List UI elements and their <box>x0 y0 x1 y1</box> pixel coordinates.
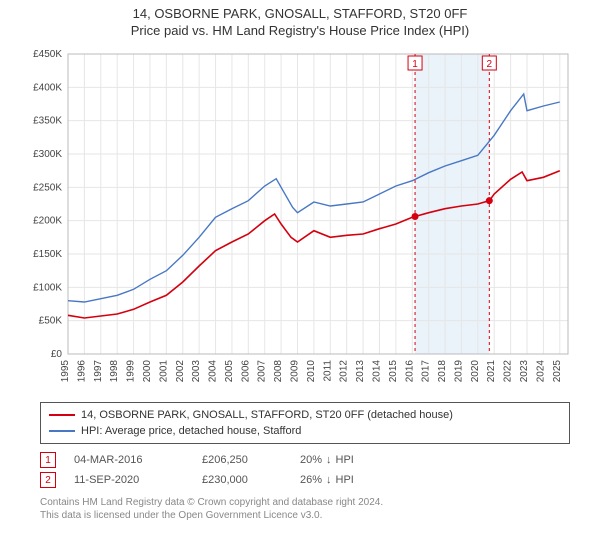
event-marker-1: 1 <box>40 452 56 468</box>
event-row-2: 2 11-SEP-2020 £230,000 26% ↓ HPI <box>40 470 570 490</box>
events-table: 1 04-MAR-2016 £206,250 20% ↓ HPI 2 11-SE… <box>40 450 570 490</box>
svg-text:2016: 2016 <box>404 360 415 383</box>
svg-text:2006: 2006 <box>240 360 251 383</box>
svg-text:2000: 2000 <box>142 360 153 383</box>
svg-text:£450K: £450K <box>33 49 62 60</box>
svg-text:1997: 1997 <box>93 360 104 383</box>
svg-text:2025: 2025 <box>552 360 563 383</box>
svg-text:2024: 2024 <box>535 360 546 383</box>
event-marker-2: 2 <box>40 472 56 488</box>
svg-text:2011: 2011 <box>322 360 333 382</box>
legend-item-property: 14, OSBORNE PARK, GNOSALL, STAFFORD, ST2… <box>49 407 561 423</box>
chart-subtitle: Price paid vs. HM Land Registry's House … <box>10 23 590 38</box>
svg-text:1: 1 <box>412 59 418 70</box>
footer-line-1: Contains HM Land Registry data © Crown c… <box>40 496 570 509</box>
event-date-1: 04-MAR-2016 <box>74 454 184 466</box>
line-chart-svg: £0 £50K £100K £150K £200K £250K £300K £350K £400… <box>20 44 580 394</box>
svg-text:2017: 2017 <box>421 360 432 383</box>
chart-title-address: 14, OSBORNE PARK, GNOSALL, STAFFORD, ST2… <box>10 6 590 21</box>
legend-label-hpi: HPI: Average price, detached house, Staf… <box>81 425 301 437</box>
svg-text:1999: 1999 <box>126 360 137 383</box>
title-block: 14, OSBORNE PARK, GNOSALL, STAFFORD, ST2… <box>0 0 600 40</box>
event-diff-1: 20% ↓ HPI <box>300 454 400 466</box>
svg-text:2009: 2009 <box>290 360 301 383</box>
svg-text:2001: 2001 <box>158 360 169 383</box>
event-price-1: £206,250 <box>202 454 282 466</box>
svg-text:1996: 1996 <box>76 360 87 383</box>
footer-attribution: Contains HM Land Registry data © Crown c… <box>40 496 570 522</box>
svg-text:1995: 1995 <box>60 360 71 383</box>
event-row-1: 1 04-MAR-2016 £206,250 20% ↓ HPI <box>40 450 570 470</box>
svg-text:2014: 2014 <box>371 360 382 383</box>
svg-text:2002: 2002 <box>175 360 186 383</box>
footer-line-2: This data is licensed under the Open Gov… <box>40 509 570 522</box>
down-arrow-icon: ↓ <box>326 474 332 486</box>
svg-text:£150K: £150K <box>33 249 62 260</box>
chart-area: £0 £50K £100K £150K £200K £250K £300K £350K £400… <box>20 44 580 394</box>
event-price-2: £230,000 <box>202 474 282 486</box>
svg-text:£200K: £200K <box>33 216 62 227</box>
legend-item-hpi: HPI: Average price, detached house, Staf… <box>49 423 561 439</box>
svg-text:£350K: £350K <box>33 116 62 127</box>
svg-text:2004: 2004 <box>208 360 219 383</box>
svg-text:2013: 2013 <box>355 360 366 383</box>
event-date-2: 11-SEP-2020 <box>74 474 184 486</box>
event-diff-2: 26% ↓ HPI <box>300 474 400 486</box>
svg-text:2021: 2021 <box>486 360 497 383</box>
legend-swatch-property <box>49 414 75 416</box>
svg-text:£300K: £300K <box>33 149 62 160</box>
svg-text:2007: 2007 <box>257 360 268 383</box>
legend-swatch-hpi <box>49 430 75 432</box>
svg-text:2022: 2022 <box>503 360 514 383</box>
svg-text:2010: 2010 <box>306 360 317 383</box>
svg-text:£250K: £250K <box>33 182 62 193</box>
svg-text:2020: 2020 <box>470 360 481 383</box>
down-arrow-icon: ↓ <box>326 454 332 466</box>
legend-label-property: 14, OSBORNE PARK, GNOSALL, STAFFORD, ST2… <box>81 409 453 421</box>
svg-text:2008: 2008 <box>273 360 284 383</box>
svg-text:£50K: £50K <box>39 316 63 327</box>
svg-text:£400K: £400K <box>33 82 62 93</box>
svg-text:2: 2 <box>487 59 493 70</box>
svg-text:2023: 2023 <box>519 360 530 383</box>
chart-container: 14, OSBORNE PARK, GNOSALL, STAFFORD, ST2… <box>0 0 600 522</box>
svg-text:2005: 2005 <box>224 360 235 383</box>
svg-text:£100K: £100K <box>33 282 62 293</box>
svg-text:2015: 2015 <box>388 360 399 383</box>
svg-text:2018: 2018 <box>437 360 448 383</box>
svg-text:£0: £0 <box>51 349 63 360</box>
svg-text:2003: 2003 <box>191 360 202 383</box>
svg-text:2012: 2012 <box>339 360 350 383</box>
svg-text:1998: 1998 <box>109 360 120 383</box>
svg-text:2019: 2019 <box>453 360 464 383</box>
legend: 14, OSBORNE PARK, GNOSALL, STAFFORD, ST2… <box>40 402 570 444</box>
